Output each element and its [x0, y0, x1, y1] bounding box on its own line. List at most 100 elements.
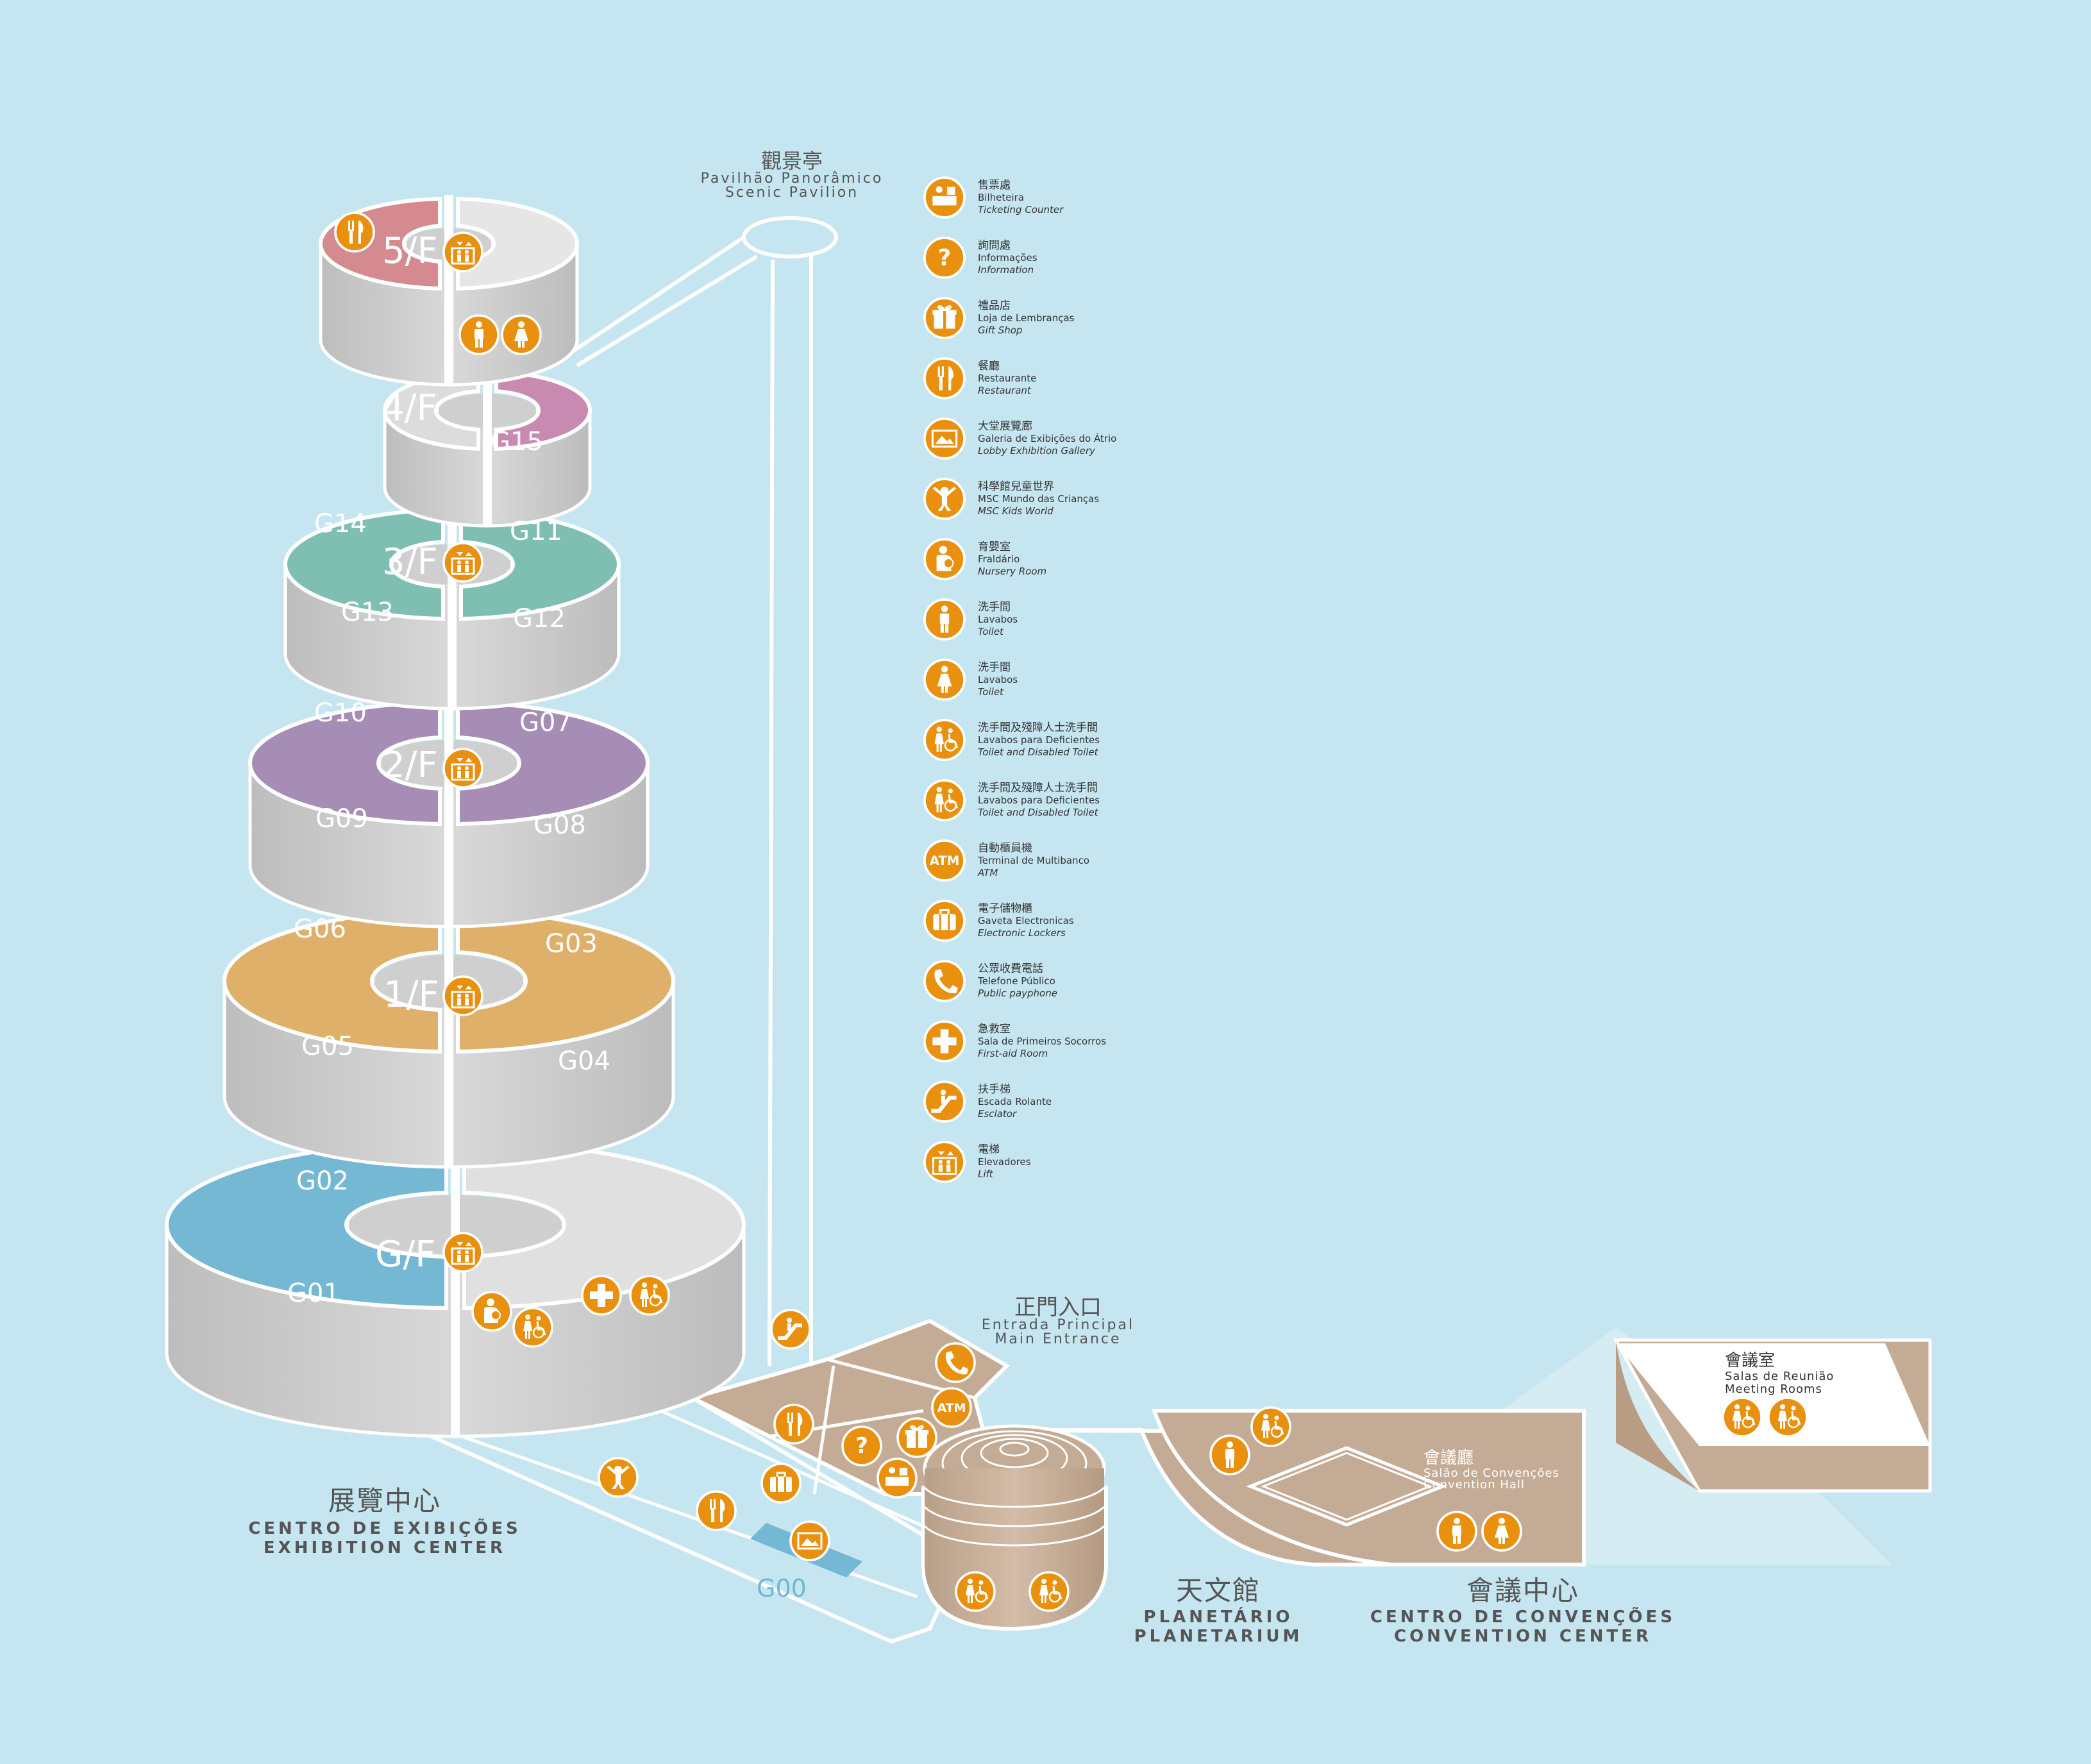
escalator-icon[interactable] [770, 1309, 811, 1350]
gallery-g07[interactable]: G07 [519, 708, 572, 737]
floor-label-gf: G/F [375, 1234, 435, 1275]
meeting-rooms-cn: 會議室 [1725, 1351, 1775, 1370]
legend-label-cn: 電梯 [978, 1143, 1000, 1156]
legend-label-pt: Telefone Público [977, 975, 1055, 987]
disabled-toilet-icon[interactable] [1767, 1397, 1808, 1438]
gallery-g13[interactable]: G13 [341, 598, 394, 627]
disabled-toilet-icon[interactable] [512, 1307, 553, 1348]
legend-label-en: ATM [977, 867, 998, 878]
legend-label-cn: 扶手梯 [978, 1083, 1011, 1096]
legend-label-pt: Elevadores [978, 1156, 1031, 1168]
legend-label-pt: Escada Rolante [978, 1096, 1052, 1107]
disabled-toilet-icon[interactable] [955, 1571, 996, 1612]
main-entrance-pt: Entrada Principal [982, 1317, 1134, 1333]
exhibition-center-pt: CENTRO DE EXIBIÇÕES [248, 1518, 521, 1538]
gallery-g11[interactable]: G11 [510, 517, 562, 546]
toilet-female-icon[interactable] [1481, 1511, 1522, 1552]
main-entrance-cn: 正門入口 [1014, 1295, 1102, 1320]
kids-icon[interactable] [598, 1457, 639, 1498]
scenic-pavilion-cn: 觀景亭 [761, 149, 823, 173]
toilet-female-icon[interactable] [501, 314, 542, 355]
gift-icon[interactable] [896, 1417, 937, 1458]
legend-label-pt: Informações [978, 252, 1037, 264]
info-icon: ? [923, 237, 966, 279]
lift-icon[interactable] [442, 1232, 483, 1273]
toilet-male-icon[interactable] [1436, 1511, 1477, 1552]
gallery-g15[interactable]: G15 [491, 427, 543, 457]
svg-text:?: ? [938, 244, 951, 271]
toilet-male-icon [923, 598, 966, 641]
disabled-toilet-icon[interactable] [1250, 1406, 1291, 1447]
floor-label-2f: 2/F [382, 744, 438, 786]
floor-labels: G/F 1/F 2/F 3/F 4/F 5/F [375, 230, 439, 1275]
gallery-g04[interactable]: G04 [558, 1046, 610, 1076]
restaurant-icon[interactable] [696, 1490, 737, 1531]
legend-label-cn: 餐廳 [978, 360, 1000, 373]
phone-icon [923, 960, 966, 1002]
restaurant-icon[interactable] [773, 1404, 814, 1445]
legend-label-en: Electronic Lockers [978, 927, 1066, 939]
legend-label-en: First-aid Room [978, 1048, 1048, 1059]
legend-label-pt: Galeria de Exibições do Átrio [978, 432, 1116, 444]
toilet-male-icon[interactable] [458, 314, 500, 355]
gallery-g12[interactable]: G12 [513, 604, 566, 634]
convention-hall-en: Convention Hall [1423, 1478, 1525, 1491]
escalator-icon [923, 1080, 966, 1123]
legend-label-en: Ticketing Counter [978, 204, 1064, 215]
svg-text:ATM: ATM [937, 1401, 966, 1415]
legend-label-cn: 大堂展覽廊 [978, 420, 1032, 433]
legend-label-en: Information [978, 264, 1034, 276]
toilet-male-icon[interactable] [1209, 1434, 1250, 1475]
disabled-toilet-icon[interactable] [629, 1275, 670, 1316]
disabled-toilet-icon[interactable] [1722, 1397, 1763, 1438]
first-aid-icon[interactable] [581, 1275, 622, 1316]
atm-icon: ATM [923, 839, 966, 882]
lift-icon[interactable] [442, 542, 483, 583]
legend-label-pt: Terminal de Multibanco [977, 855, 1089, 866]
gallery-g08[interactable]: G08 [533, 811, 586, 840]
lift-icon[interactable] [442, 748, 483, 789]
first-aid-icon [923, 1020, 966, 1063]
legend-label-pt: Loja de Lembranças [978, 312, 1075, 324]
gallery-g02[interactable]: G02 [296, 1166, 349, 1196]
gallery-g06[interactable]: G06 [294, 914, 346, 944]
gallery-icon [923, 417, 966, 460]
lift-icon [923, 1141, 966, 1183]
locker-icon[interactable] [760, 1463, 802, 1504]
gallery-g10[interactable]: G10 [314, 698, 367, 728]
gallery-g00[interactable]: G00 [757, 1574, 807, 1602]
lift-icon[interactable] [442, 975, 483, 1016]
atm-icon[interactable]: ATM [931, 1387, 972, 1428]
floor-label-5f: 5/F [382, 230, 438, 272]
gallery-g09[interactable]: G09 [315, 804, 368, 834]
exhibition-center-cn: 展覽中心 [328, 1485, 441, 1516]
exhibition-center-en: EXHIBITION CENTER [264, 1538, 506, 1558]
phone-icon[interactable] [935, 1342, 976, 1383]
legend-label-en: Nursery Room [978, 566, 1046, 577]
gallery-icon[interactable] [789, 1520, 830, 1561]
gallery-g14[interactable]: G14 [314, 509, 367, 539]
disabled-toilet-icon[interactable] [1029, 1571, 1070, 1612]
convention-hall-cn: 會議廳 [1423, 1449, 1474, 1468]
ticket-icon[interactable] [877, 1457, 918, 1499]
gallery-g05[interactable]: G05 [301, 1032, 354, 1061]
restaurant-icon[interactable] [334, 212, 375, 253]
info-icon[interactable]: ? [841, 1425, 882, 1466]
ground-plan [409, 216, 1892, 1644]
gallery-g03[interactable]: G03 [545, 929, 598, 959]
gallery-g01[interactable]: G01 [287, 1279, 340, 1308]
planetarium-en: PLANETARIUM [1134, 1627, 1303, 1646]
nursery-icon[interactable] [471, 1291, 512, 1332]
lift-icon[interactable] [442, 231, 483, 273]
legend-label-pt: Fraldário [978, 553, 1020, 565]
tower-ring-4f [382, 368, 592, 528]
